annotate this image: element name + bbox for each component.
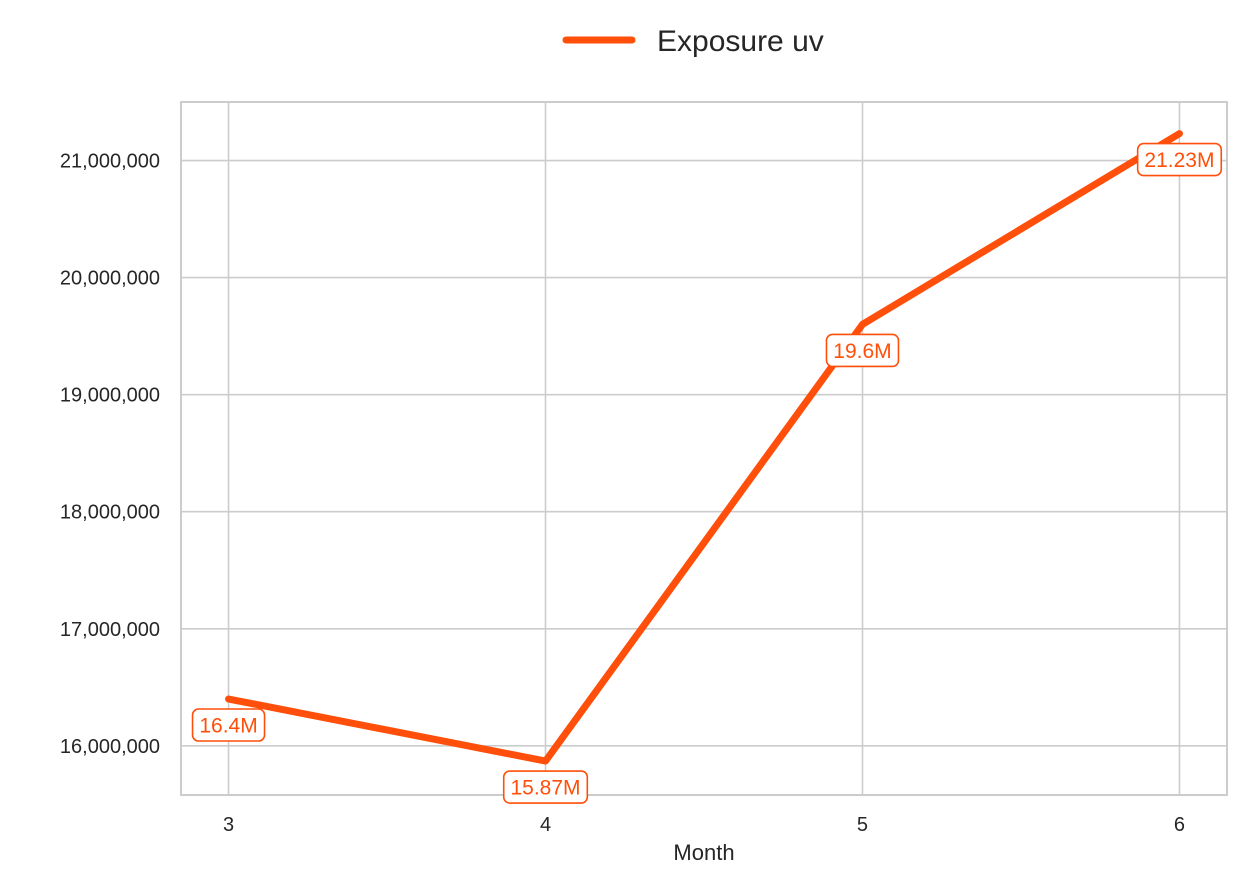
y-tick-label: 17,000,000 [60,619,160,641]
data-label-text: 16.4M [199,715,257,738]
data-label-text: 19.6M [833,340,891,363]
data-label-box [825,333,900,368]
y-tick-label: 19,000,000 [60,385,160,407]
y-tick-label: 21,000,000 [60,151,160,173]
grid [181,102,1227,795]
data-label: 15.87M [502,770,589,804]
plot-frame [180,101,1228,796]
data-label-text: 21.23M [1144,149,1214,172]
data-label-text: 15.87M [510,777,580,800]
series-line [225,130,1183,765]
x-tick-label: 6 [1174,814,1185,836]
series-layer [225,130,1183,765]
y-tick-label: 20,000,000 [60,268,160,290]
x-axis-title: Month [673,840,734,865]
y-axis-ticks: 16,000,000 17,000,000 18,000,000 19,000,000… [60,151,160,758]
x-tick-label: 5 [857,814,868,836]
data-labels: 16.4M 15.87M 19.6M 21.23M [191,142,1223,804]
data-label: 19.6M [825,333,900,368]
x-tick-label: 4 [540,814,551,836]
data-label: 16.4M [191,708,266,742]
data-label-box [191,708,266,742]
legend: Exposure uv [562,25,824,58]
data-label-box [502,770,589,804]
y-tick-label: 16,000,000 [60,736,160,758]
y-tick-label: 18,000,000 [60,502,160,524]
x-tick-label: 3 [223,814,234,836]
data-label-box [1136,142,1223,177]
axes: 16,000,000 17,000,000 18,000,000 19,000,000… [60,151,1185,865]
data-label: 21.23M [1136,142,1223,177]
legend-label: Exposure uv [657,25,824,58]
x-axis-ticks: 3 4 5 6 [223,814,1185,836]
